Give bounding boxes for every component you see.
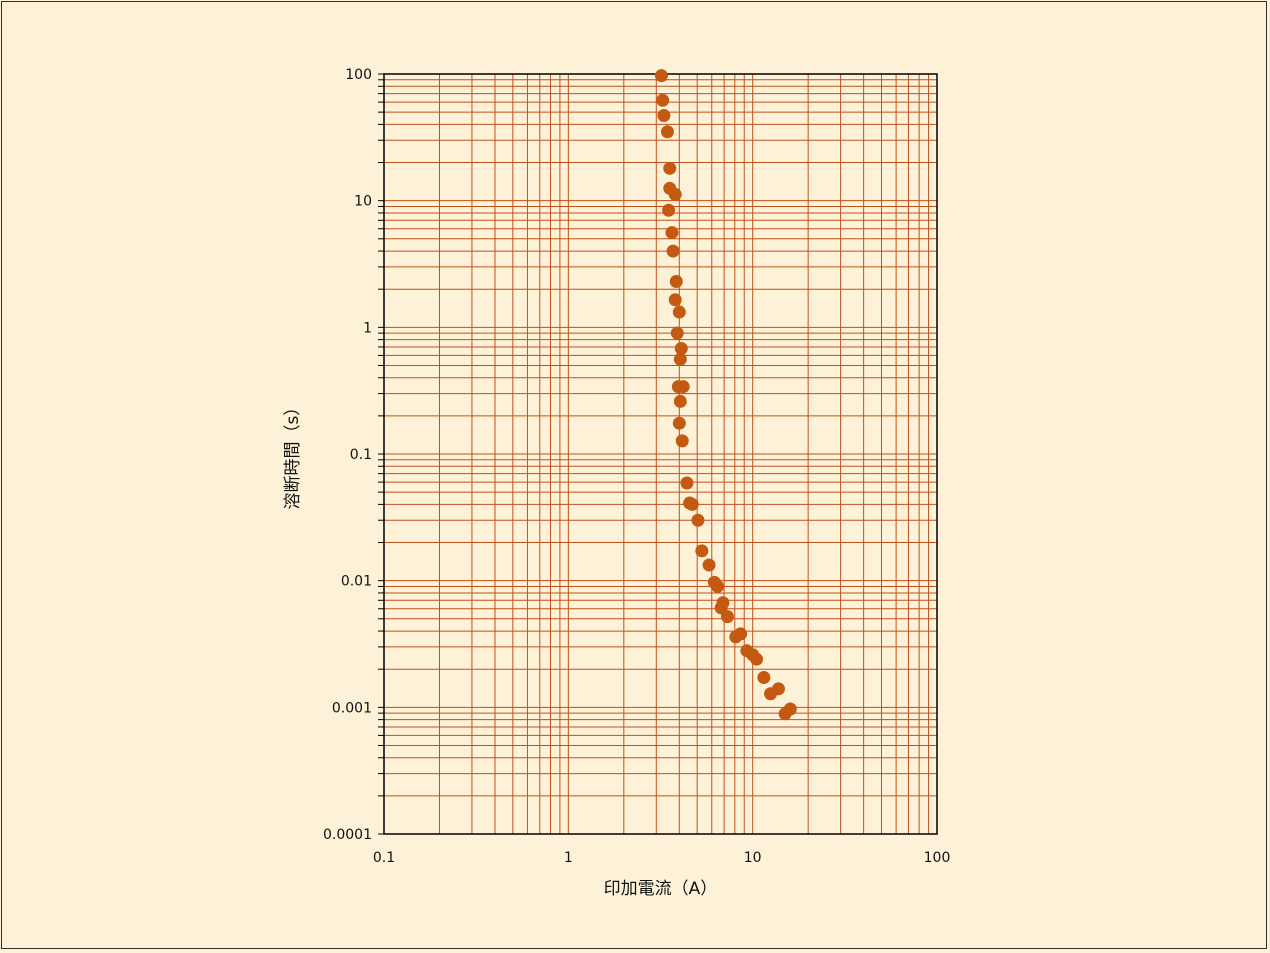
tick-labels: 0.1 1 10 100 0.0001 0.001 0.01 0.1 1 10 100 [323, 67, 950, 866]
y-tick-label: 0.01 [341, 574, 372, 590]
data-point [691, 513, 705, 527]
y-tick-label: 0.001 [332, 700, 372, 716]
x-tick-label: 10 [744, 850, 762, 866]
y-tick-label: 10 [354, 194, 372, 210]
data-point [673, 394, 687, 408]
data-point [654, 69, 668, 83]
grid-lines [378, 73, 937, 835]
data-point [668, 293, 682, 307]
data-point [676, 380, 690, 394]
data-point [666, 244, 680, 258]
data-points [654, 69, 797, 721]
y-tick-label: 0.0001 [323, 827, 372, 843]
data-point [771, 682, 785, 696]
data-point [675, 434, 689, 448]
data-point [668, 187, 682, 201]
data-point [673, 352, 687, 366]
data-point [734, 627, 748, 641]
x-tick-label: 0.1 [373, 850, 395, 866]
y-tick-label: 1 [363, 320, 372, 336]
data-point [783, 702, 797, 716]
y-tick-label: 100 [345, 67, 372, 83]
data-point [672, 305, 686, 319]
data-point [660, 125, 674, 139]
data-point [663, 161, 677, 175]
data-point [680, 476, 694, 490]
data-point [674, 342, 688, 356]
data-point [669, 275, 683, 289]
x-axis-label: 印加電流（A） [604, 879, 718, 899]
x-tick-label: 100 [924, 850, 951, 866]
data-point [672, 416, 686, 430]
data-point [702, 558, 716, 572]
x-tick-label: 1 [564, 850, 573, 866]
y-tick-label: 0.1 [350, 447, 372, 463]
data-point [662, 203, 676, 217]
data-point [757, 670, 771, 684]
data-point [685, 497, 699, 511]
data-point [665, 226, 679, 240]
data-point [720, 610, 734, 624]
data-point [657, 109, 671, 123]
data-point [670, 326, 684, 340]
y-axis-label: 溶断時間（s） [283, 399, 303, 510]
data-point [750, 652, 764, 666]
data-point [695, 544, 709, 558]
data-point [656, 93, 670, 107]
data-point [711, 579, 725, 593]
